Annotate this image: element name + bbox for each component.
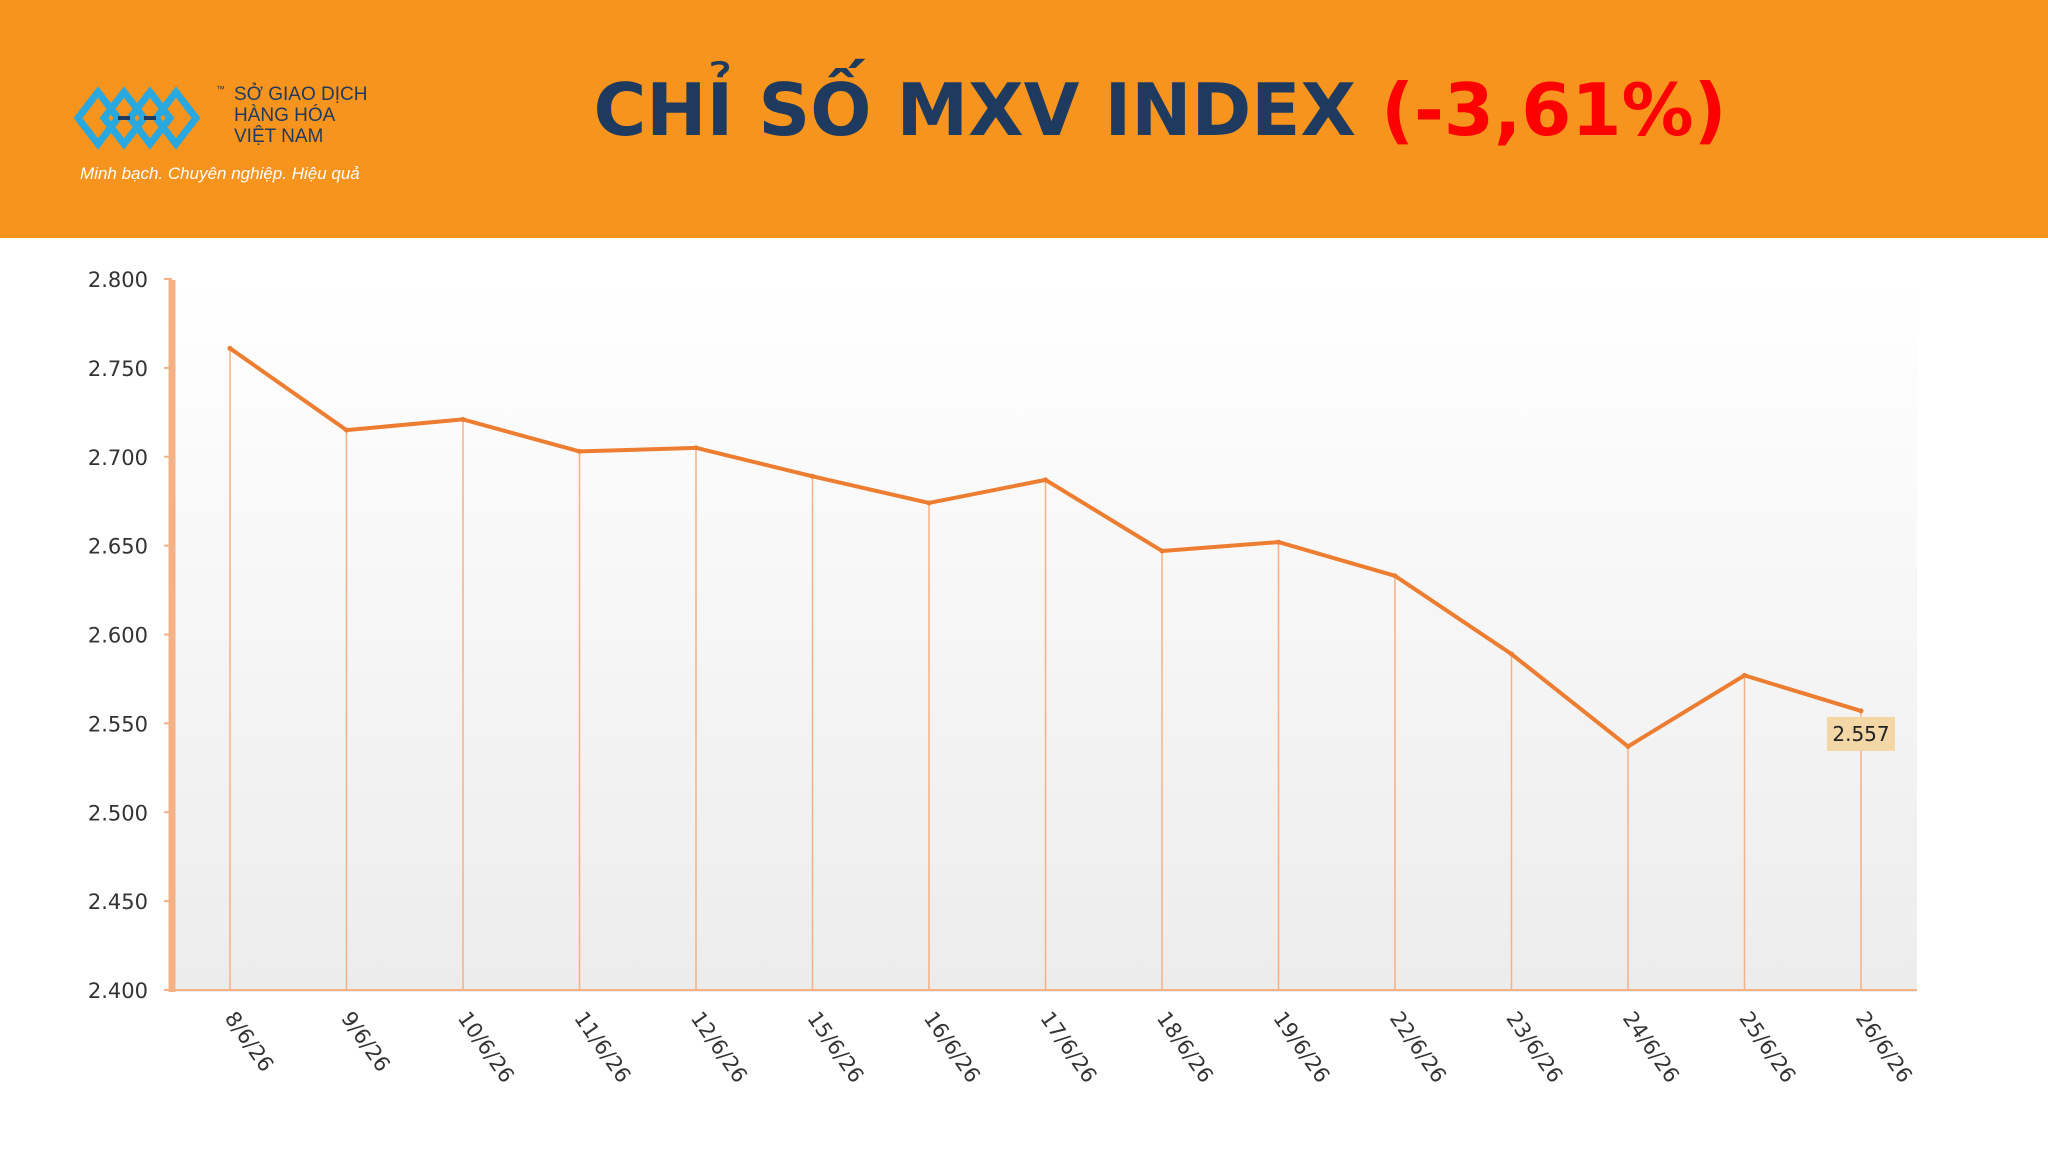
y-tick-label: 2.400 — [88, 979, 148, 1003]
data-point — [1159, 548, 1165, 554]
header-banner — [0, 0, 2048, 238]
x-tick-label: 18/6/26 — [1152, 1007, 1218, 1087]
title-change-percent: (-3,61%) — [1381, 68, 1727, 152]
data-point — [810, 473, 815, 479]
data-label-box — [1827, 716, 1895, 751]
x-tick-label: 8/6/26 — [220, 1007, 278, 1076]
data-point — [1742, 672, 1747, 678]
x-tick-label: 26/6/26 — [1851, 1007, 1917, 1087]
y-tick-label: 2.750 — [88, 357, 148, 381]
x-tick-label: 24/6/26 — [1618, 1007, 1684, 1087]
data-point — [1858, 708, 1864, 714]
data-point — [1276, 539, 1281, 545]
logo-line-2: HÀNG HÓA — [234, 105, 336, 126]
data-point — [693, 445, 699, 451]
data-point — [1625, 743, 1631, 749]
x-tick-label: 15/6/26 — [802, 1007, 868, 1087]
logo-slogan: Minh bạch. Chuyên nghiệp. Hiệu quả — [80, 164, 360, 183]
y-tick-label: 2.800 — [88, 268, 148, 292]
data-point — [1509, 651, 1514, 657]
logo-trademark: ™ — [216, 84, 225, 94]
logo-line-1: SỞ GIAO DỊCH — [234, 84, 368, 105]
data-point — [227, 345, 233, 351]
data-point — [344, 427, 349, 433]
y-tick-label: 2.700 — [88, 446, 148, 470]
x-tick-label: 16/6/26 — [919, 1007, 985, 1087]
y-tick-label: 2.550 — [88, 712, 148, 736]
title-text: CHỈ SỐ MXV INDEX — [593, 68, 1356, 152]
data-point — [1043, 477, 1048, 483]
x-tick-label: 10/6/26 — [453, 1007, 519, 1087]
x-tick-label: 11/6/26 — [569, 1007, 635, 1087]
y-tick-label: 2.450 — [88, 890, 148, 914]
logo-line-3: VIỆT NAM — [234, 126, 324, 147]
data-point — [460, 416, 466, 422]
y-tick-label: 2.600 — [88, 624, 148, 648]
data-point — [1392, 573, 1398, 579]
logo-text: SỞ GIAO DỊCH HÀNG HÓA VIỆT NAM — [234, 84, 367, 147]
line-chart: 2.800 2.750 2.700 2.650 2.600 2.550 2.500 2.450… — [88, 268, 1917, 1087]
x-tick-label: 12/6/26 — [686, 1007, 752, 1087]
plot-area — [172, 280, 1917, 992]
y-tick-label: 2.650 — [88, 535, 148, 559]
data-point — [926, 500, 932, 506]
mxv-logo-icon — [74, 86, 201, 150]
y-tick-label: 2.500 — [88, 801, 148, 825]
data-label: 2.557 — [1832, 722, 1889, 746]
x-tick-label: 17/6/26 — [1035, 1007, 1101, 1087]
x-tick-label: 25/6/26 — [1734, 1007, 1800, 1087]
data-point — [577, 448, 582, 454]
x-tick-label: 9/6/26 — [336, 1007, 394, 1076]
x-tick-label: 19/6/26 — [1268, 1007, 1334, 1087]
page-title: CHỈ SỐ MXV INDEX (-3,61%) — [560, 62, 1760, 158]
x-tick-label: 22/6/26 — [1385, 1007, 1451, 1087]
x-tick-label: 23/6/26 — [1501, 1007, 1567, 1087]
